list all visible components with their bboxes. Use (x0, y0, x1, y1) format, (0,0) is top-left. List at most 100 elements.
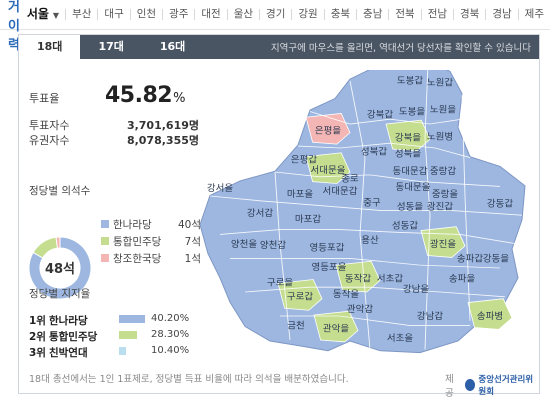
map-outline (200, 70, 526, 354)
rank-party-name: 통합민주당 (48, 331, 98, 343)
turnout-label: 투표율 (29, 92, 60, 105)
electorate-value: 8,078,355명 (126, 134, 199, 147)
district-label[interactable]: 서초갑 (377, 273, 404, 285)
region-link-8[interactable]: 강원 (291, 9, 323, 20)
district-label[interactable]: 동작을 (333, 289, 360, 300)
electorate-row: 유권자수 8,078,355명 (29, 132, 199, 148)
tab-16[interactable]: 16대 (159, 40, 186, 53)
district-label[interactable]: 양천갑 (260, 239, 287, 251)
district-label[interactable]: 종로 (341, 174, 359, 185)
footnote: 18대 총선에서는 1인 1표제로, 정당별 득표 비율에 따라 의석을 배분하… (29, 374, 349, 385)
district-label[interactable]: 서대문을 (311, 165, 346, 176)
donut-slice-0 (28, 236, 92, 300)
chevron-down-icon: ▼ (52, 10, 60, 20)
district-label[interactable]: 강동갑 (487, 198, 514, 210)
district-label[interactable]: 성동갑 (392, 220, 419, 232)
region-link-3[interactable]: 인천 (129, 9, 162, 20)
district-label[interactable]: 강북을 (395, 132, 422, 143)
district-label[interactable]: 마포갑 (295, 213, 322, 225)
district-label[interactable]: 노원병 (427, 132, 453, 143)
district-area-6[interactable] (385, 119, 431, 152)
support-value: 10.40% (151, 345, 190, 356)
region-link-6[interactable]: 울산 (226, 9, 259, 20)
support-bar (119, 331, 138, 339)
district-label[interactable]: 광진을 (430, 238, 457, 250)
district-label[interactable]: 동대문갑 (393, 165, 428, 177)
district-label[interactable]: 관악갑 (347, 303, 374, 315)
district-label[interactable]: 서대문갑 (323, 185, 358, 197)
district-label[interactable]: 금천 (287, 321, 304, 332)
district-label[interactable]: 도봉갑 (397, 75, 424, 87)
region-link-11[interactable]: 전북 (388, 9, 420, 20)
district-label[interactable]: 성북을 (395, 149, 422, 160)
support-value: 28.30% (151, 329, 190, 340)
region-link-1[interactable]: 부산 (65, 9, 97, 20)
district-boundary-0 (309, 111, 463, 125)
district-label[interactable]: 은평갑 (291, 154, 318, 166)
region-link-13[interactable]: 경북 (453, 9, 485, 20)
district-label[interactable]: 용산 (361, 235, 379, 246)
tab-18[interactable]: 18대 (19, 35, 81, 59)
region-link-4[interactable]: 광주 (162, 9, 194, 20)
district-label[interactable]: 마포을 (287, 189, 314, 200)
region-link-2[interactable]: 대구 (97, 9, 129, 20)
rank-number: 1위 (29, 315, 46, 327)
region-link-7[interactable]: 경기 (259, 9, 291, 20)
district-boundary-7 (280, 315, 470, 327)
district-boundary-10 (274, 171, 291, 341)
district-label[interactable]: 동대문을 (396, 182, 431, 193)
district-area-5[interactable] (305, 113, 351, 145)
district-label[interactable]: 강남갑 (417, 310, 444, 322)
district-label[interactable]: 양천을 (231, 239, 258, 250)
district-label[interactable]: 영등포을 (312, 262, 347, 273)
tab-17[interactable]: 17대 (98, 40, 124, 53)
voters-value: 3,701,619명 (126, 119, 199, 132)
region-link-9[interactable]: 충북 (323, 9, 356, 20)
region-link-5[interactable]: 대전 (194, 9, 226, 20)
seats-donut-chart: 48석 (28, 236, 92, 300)
region-link-14[interactable]: 경남 (485, 9, 517, 20)
region-link-12[interactable]: 전남 (420, 9, 453, 20)
district-area-44[interactable] (467, 298, 513, 330)
district-area-37[interactable] (335, 260, 381, 293)
district-label[interactable]: 송파갑 (457, 252, 484, 264)
district-label[interactable]: 강남을 (403, 284, 430, 295)
voters-row: 투표자수 3,701,619명 (29, 117, 199, 133)
district-label[interactable]: 중구 (363, 198, 381, 209)
district-label[interactable]: 영등포갑 (310, 242, 345, 254)
district-label[interactable]: 구로을 (267, 277, 294, 288)
district-label[interactable]: 관악을 (323, 323, 350, 335)
legend-swatch (101, 237, 109, 245)
district-label[interactable]: 강북갑 (367, 108, 394, 120)
nec-logo-icon (465, 379, 476, 391)
district-label[interactable]: 서초을 (387, 333, 414, 344)
district-label[interactable]: 강서을 (207, 183, 234, 194)
electorate-label: 유권자수 (29, 134, 70, 147)
district-label[interactable]: 성북갑 (361, 146, 388, 158)
turnout-value: 45.82% (105, 83, 185, 108)
district-label[interactable]: 노원을 (430, 105, 457, 116)
region-link-15[interactable]: 제주 (517, 9, 550, 20)
district-label[interactable]: 중랑갑 (430, 165, 457, 177)
seats-title: 정당별 의석수 (29, 185, 91, 197)
district-label[interactable]: 송파을 (449, 274, 476, 285)
district-label[interactable]: 광진갑 (427, 201, 454, 213)
region-link-10[interactable]: 충남 (356, 9, 388, 20)
district-label[interactable]: 중랑을 (432, 188, 459, 200)
brand-title: 선거이력 (8, 0, 20, 53)
seats-total: 48석 (45, 262, 75, 277)
seats-legend-row: 창조한국당 1석 (101, 251, 201, 268)
district-label[interactable]: 동작갑 (345, 273, 372, 285)
district-label[interactable]: 강서갑 (247, 207, 274, 219)
district-label[interactable]: 도봉을 (399, 107, 426, 118)
district-label[interactable]: 구로갑 (287, 291, 314, 303)
district-label[interactable]: 은평을 (315, 126, 342, 137)
district-label[interactable]: 강동을 (483, 253, 510, 264)
region-link-0[interactable]: 서울 ▼ (26, 6, 60, 21)
district-area-46[interactable] (313, 310, 359, 343)
district-label[interactable]: 송파병 (477, 311, 503, 322)
district-label[interactable]: 노원갑 (427, 77, 454, 89)
seats-legend-row: 통합민주당 7석 (101, 234, 201, 251)
district-label[interactable]: 성동을 (397, 202, 424, 213)
